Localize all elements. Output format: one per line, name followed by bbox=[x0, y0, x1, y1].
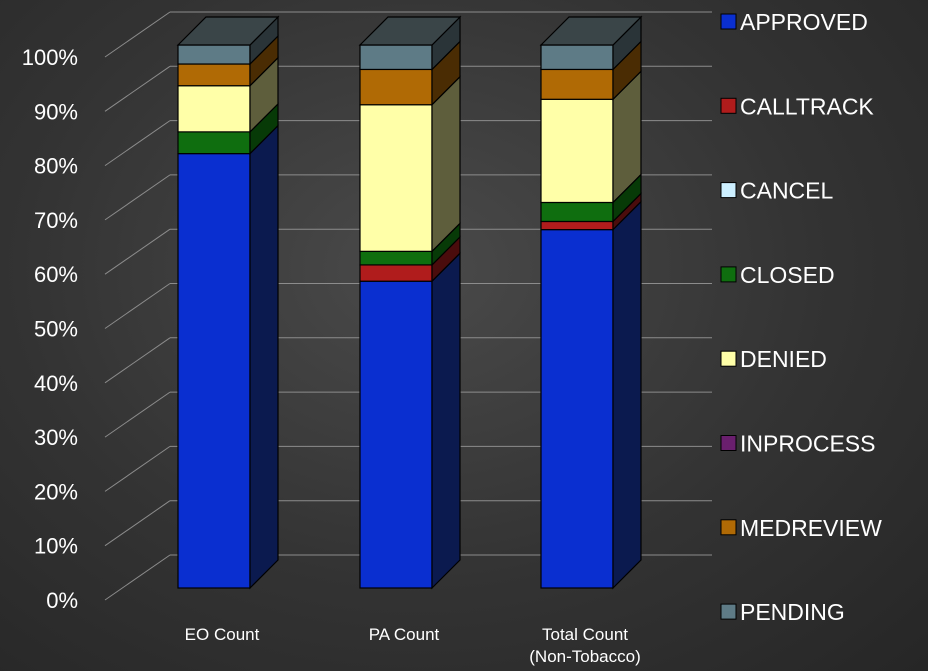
legend-label: PENDING bbox=[740, 599, 845, 625]
bar-segment-pending-top bbox=[358, 16, 462, 46]
y-tick-label: 70% bbox=[34, 208, 78, 233]
y-tick-label: 20% bbox=[34, 479, 78, 504]
bar-segment-approved bbox=[359, 280, 433, 589]
gridline-diagonal bbox=[104, 554, 171, 601]
y-axis-ticks: 0% 10% 20% 30% 40% 50% 60% 70% 80% 90% 100% bbox=[22, 45, 78, 613]
bar-segment-denied bbox=[177, 85, 251, 133]
y-tick-label: 40% bbox=[34, 371, 78, 396]
bar-segment-closed bbox=[177, 131, 251, 155]
legend-label: INPROCESS bbox=[740, 431, 875, 457]
bar-segment-closed bbox=[359, 250, 433, 266]
bar-segment-approved-side bbox=[431, 251, 461, 590]
bar-segment-pending-top bbox=[539, 16, 643, 46]
y-tick-label: 100% bbox=[22, 45, 78, 70]
legend-label: CLOSED bbox=[740, 262, 835, 288]
legend-label: APPROVED bbox=[740, 9, 868, 35]
y-tick-label: 30% bbox=[34, 425, 78, 450]
bar-segment-pending bbox=[359, 44, 433, 71]
bar-segment-pending bbox=[177, 44, 251, 65]
bar-segment-pending bbox=[540, 44, 614, 71]
gridline-diagonal bbox=[104, 228, 171, 275]
y-tick-label: 60% bbox=[34, 262, 78, 287]
legend-swatch bbox=[720, 97, 737, 114]
legend-swatch bbox=[720, 182, 737, 199]
legend-swatch bbox=[720, 266, 737, 283]
y-tick-label: 50% bbox=[34, 317, 78, 342]
bar-segment-denied-side bbox=[431, 75, 461, 253]
legend-label: CANCEL bbox=[740, 178, 834, 204]
bar-segment-calltrack bbox=[540, 220, 614, 231]
x-tick-label-line: PA Count bbox=[369, 625, 440, 644]
x-axis-ticks: EO Count PA Count Total Count (Non-Tobacco) bbox=[185, 625, 641, 666]
legend-label: DENIED bbox=[740, 346, 827, 372]
bar-segment-approved bbox=[540, 229, 614, 589]
x-tick-label: Total Count (Non-Tobacco) bbox=[529, 625, 641, 666]
x-tick-label-line: (Non-Tobacco) bbox=[529, 647, 641, 666]
x-tick-label-line: Total Count bbox=[542, 625, 628, 644]
y-tick-label: 10% bbox=[34, 534, 78, 559]
gridline-diagonal bbox=[104, 120, 171, 167]
gridline-diagonal bbox=[104, 174, 171, 221]
bar-segment-approved-side bbox=[612, 200, 642, 590]
legend-swatch bbox=[720, 350, 737, 367]
legend-swatch bbox=[720, 435, 737, 451]
y-tick-label: 90% bbox=[34, 99, 78, 124]
legend-swatch bbox=[720, 603, 737, 620]
bar-segment-pending-top bbox=[176, 16, 280, 46]
bar-segment-medreview bbox=[540, 68, 614, 100]
bars bbox=[176, 15, 643, 590]
legend-swatch bbox=[720, 519, 737, 536]
bar-segment-denied bbox=[359, 104, 433, 252]
bar-segment-medreview bbox=[359, 68, 433, 106]
bar-segment-approved bbox=[177, 153, 251, 589]
bar-segment-medreview bbox=[177, 63, 251, 87]
bar-segment-approved-side bbox=[249, 124, 279, 590]
gridline-diagonal bbox=[104, 283, 171, 329]
legend-swatch bbox=[720, 13, 737, 30]
x-tick-label-line: EO Count bbox=[185, 625, 260, 644]
bar-segment-denied bbox=[540, 98, 614, 204]
legend: APPROVED CALLTRACK CANCEL CLOSED DENIED INPRO… bbox=[720, 9, 882, 625]
y-tick-label: 0% bbox=[46, 588, 78, 613]
legend-label: MEDREVIEW bbox=[740, 515, 882, 541]
legend-label: CALLTRACK bbox=[740, 93, 874, 119]
y-tick-label: 80% bbox=[34, 154, 78, 179]
gridline-diagonal bbox=[104, 11, 171, 58]
gridline-diagonal bbox=[104, 391, 171, 438]
gridline-diagonal bbox=[104, 65, 171, 112]
x-tick-label: EO Count bbox=[185, 625, 260, 644]
gridline-diagonal bbox=[104, 337, 171, 384]
gridline-diagonal bbox=[104, 500, 171, 547]
x-tick-label: PA Count bbox=[369, 625, 440, 644]
gridline-diagonal bbox=[104, 445, 171, 492]
bar-segment-calltrack bbox=[359, 264, 433, 282]
bar-segment-closed bbox=[540, 201, 614, 223]
